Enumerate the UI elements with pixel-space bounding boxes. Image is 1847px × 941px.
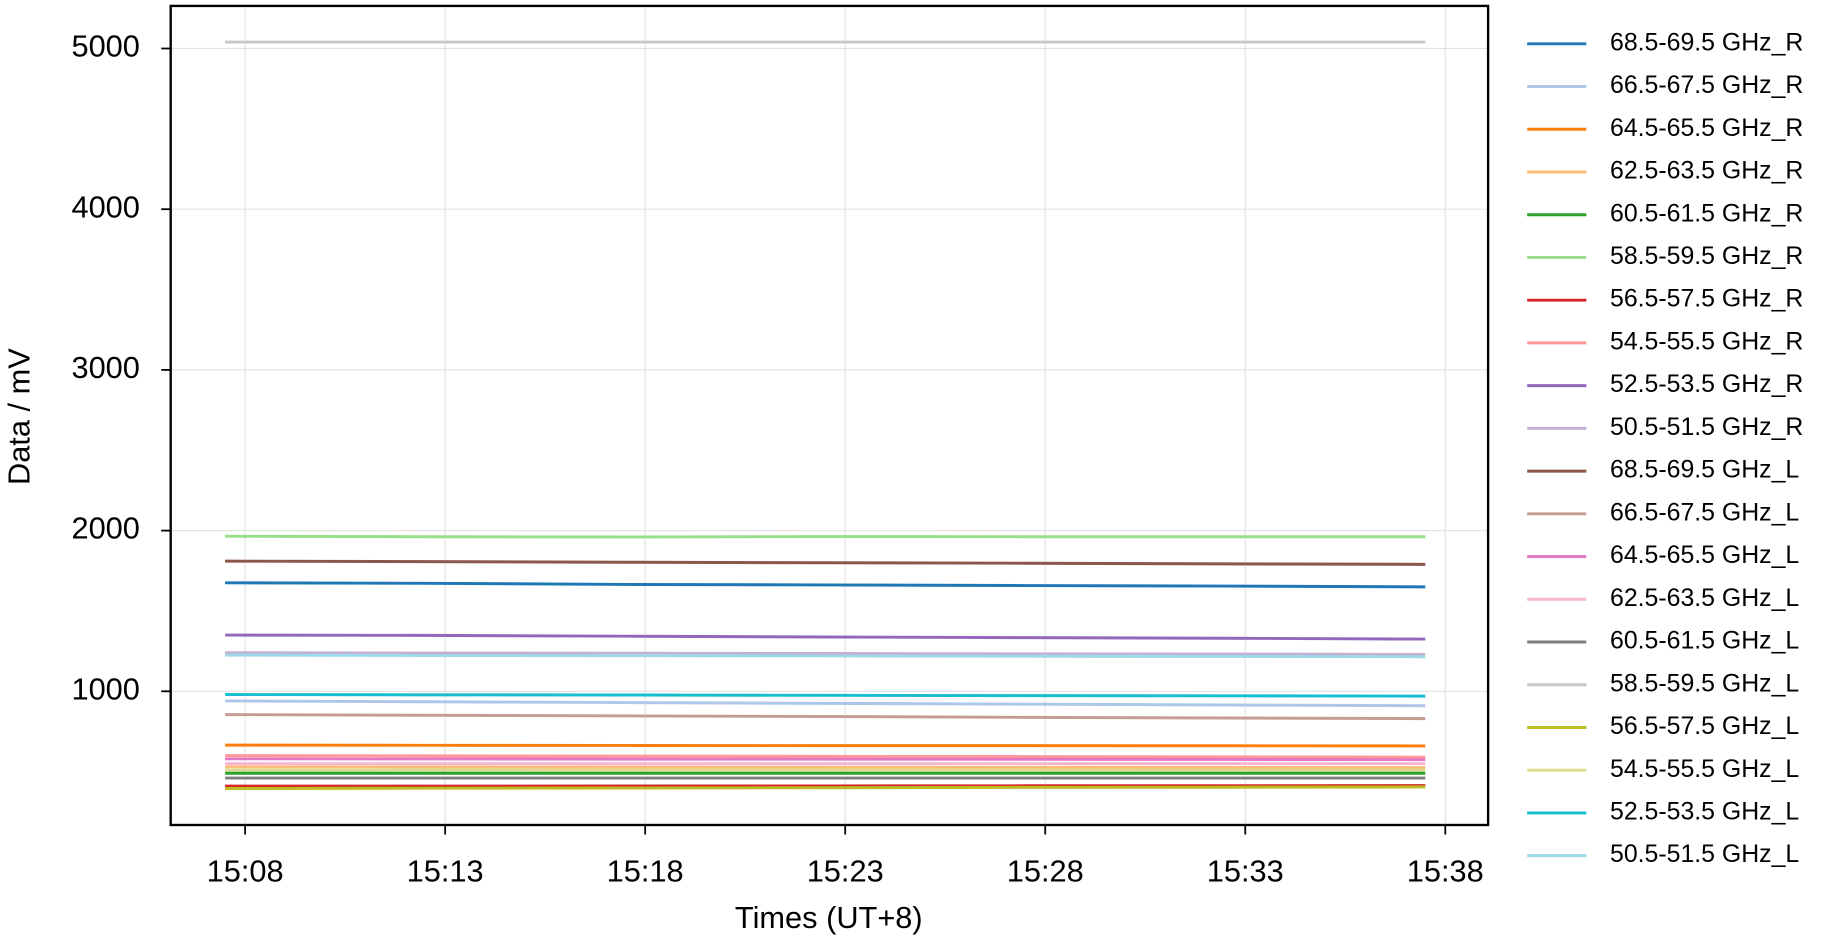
- y-axis-label: Data / mV: [2, 348, 37, 485]
- series-line: [225, 559, 1426, 566]
- series-line: [225, 713, 1426, 721]
- series-line: [225, 785, 1426, 791]
- y-tick-label: 1000: [71, 671, 139, 706]
- legend-label: 56.5-57.5 GHz_L: [1610, 713, 1799, 740]
- series-line: [225, 699, 1426, 708]
- y-tick-label: 2000: [71, 511, 139, 546]
- legend-label: 64.5-65.5 GHz_L: [1610, 542, 1799, 569]
- legend-label: 62.5-63.5 GHz_R: [1610, 158, 1803, 185]
- series-line: [225, 765, 1426, 770]
- series-line: [225, 653, 1426, 659]
- legend-label: 50.5-51.5 GHz_R: [1610, 414, 1803, 441]
- x-axis-label: Times (UT+8): [735, 900, 923, 935]
- legend-label: 56.5-57.5 GHz_R: [1610, 286, 1803, 313]
- x-tick-label: 15:08: [207, 854, 284, 889]
- legend-label: 52.5-53.5 GHz_L: [1610, 798, 1799, 825]
- legend-label: 54.5-55.5 GHz_R: [1610, 328, 1803, 355]
- y-tick-label: 5000: [71, 29, 139, 64]
- x-tick-label: 15:28: [1007, 854, 1084, 889]
- legend-label: 68.5-69.5 GHz_L: [1610, 457, 1799, 484]
- series-line: [225, 534, 1426, 539]
- series-line: [225, 754, 1426, 759]
- legend-label: 66.5-67.5 GHz_L: [1610, 499, 1799, 526]
- series-line: [225, 651, 1426, 656]
- legend-label: 60.5-61.5 GHz_R: [1610, 200, 1803, 227]
- series-line: [225, 693, 1426, 698]
- series-line: [225, 743, 1426, 748]
- legend-label: 68.5-69.5 GHz_R: [1610, 29, 1803, 56]
- y-tick-label: 3000: [71, 350, 139, 385]
- plot-frame: [169, 4, 1490, 827]
- legend-label: 58.5-59.5 GHz_L: [1610, 670, 1799, 697]
- legend-label: 66.5-67.5 GHz_R: [1610, 72, 1803, 99]
- x-tick-label: 15:13: [407, 854, 484, 889]
- legend-label: 58.5-59.5 GHz_R: [1610, 243, 1803, 270]
- x-tick-label: 15:23: [807, 854, 884, 889]
- legend-label: 54.5-55.5 GHz_L: [1610, 756, 1799, 783]
- y-tick-label: 4000: [71, 189, 139, 224]
- legend-label: 52.5-53.5 GHz_R: [1610, 371, 1803, 398]
- legend-label: 50.5-51.5 GHz_L: [1610, 841, 1799, 868]
- series-line: [225, 581, 1426, 589]
- series-line: [225, 757, 1426, 762]
- legend-label: 64.5-65.5 GHz_R: [1610, 115, 1803, 142]
- x-tick-label: 15:38: [1407, 854, 1484, 889]
- series-line: [225, 633, 1426, 641]
- legend-label: 62.5-63.5 GHz_L: [1610, 585, 1799, 612]
- x-tick-label: 15:33: [1207, 854, 1284, 889]
- legend-label: 60.5-61.5 GHz_L: [1610, 628, 1799, 655]
- x-tick-label: 15:18: [607, 854, 684, 889]
